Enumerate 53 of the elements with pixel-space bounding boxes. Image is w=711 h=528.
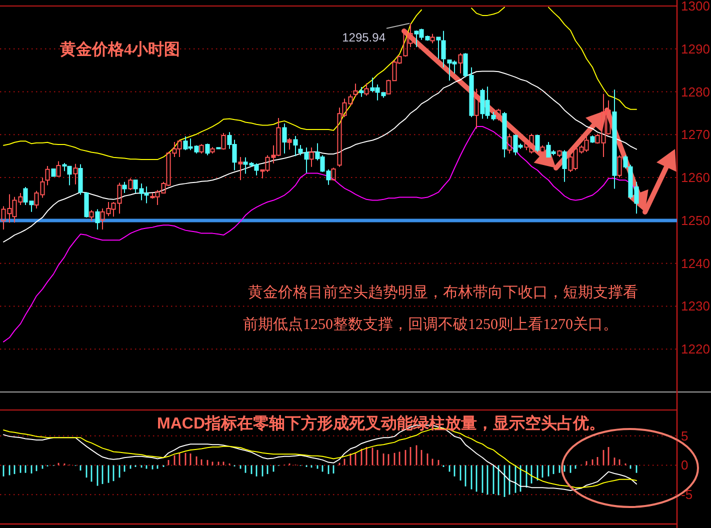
y-tick-label: 1230: [681, 298, 710, 314]
y-tick-label: 0: [681, 458, 688, 473]
candlestick: [331, 167, 336, 182]
candlestick: [73, 163, 78, 185]
candlestick: [535, 134, 540, 152]
candlestick: [353, 83, 358, 98]
line-series: [3, 70, 637, 242]
y-tick-label: 1220: [681, 342, 710, 357]
candlestick: [364, 82, 369, 96]
candlestick: [502, 111, 507, 158]
candlestick: [199, 144, 204, 154]
annotation: 前期低点1250整数支撑，回调不破1250则上看1270关口。: [243, 316, 618, 333]
candlestick: [507, 133, 512, 154]
y-tick-label: 1260: [681, 170, 710, 186]
candlestick: [617, 154, 622, 178]
y-tick-label: 1280: [681, 84, 710, 100]
candlestick: [287, 138, 292, 150]
candlestick: [205, 143, 210, 156]
candlestick: [221, 132, 226, 150]
annotation: 黄金价格目前空头趋势明显，布林带向下收口，短期支撑看: [248, 284, 638, 301]
candlestick: [496, 108, 501, 122]
candlestick: [430, 33, 435, 44]
candlestick: [590, 135, 595, 144]
candlestick: [557, 150, 562, 158]
candlestick: [56, 160, 61, 178]
text: 黄金价格4小时图: [59, 40, 180, 58]
annotation: 1295.94: [342, 30, 386, 44]
candlestick: [122, 181, 127, 194]
candlestick: [309, 147, 314, 168]
y-tick-label: 1270: [681, 127, 710, 142]
y-tick-label: 1290: [681, 41, 710, 56]
candlestick: [238, 156, 243, 181]
candlestick: [540, 144, 545, 154]
y-tick-label: -5: [681, 487, 693, 502]
candlestick: [293, 135, 298, 157]
y-tick-label: 1250: [681, 212, 710, 228]
candlestick: [210, 146, 215, 154]
candlestick: [84, 192, 89, 218]
candlestick: [51, 168, 56, 178]
y-tick-label: 5: [681, 428, 688, 444]
candlestick: [78, 164, 83, 196]
candlestick: [128, 178, 133, 190]
candlestick: [359, 86, 364, 98]
y-tick-label: 1240: [681, 256, 710, 271]
candlestick: [562, 150, 567, 182]
candlestick: [474, 88, 479, 130]
candlestick: [282, 123, 287, 154]
y-tick-label: 1300: [681, 0, 710, 14]
candlestick: [612, 89, 617, 190]
candlestick: [458, 52, 463, 74]
candlestick: [45, 165, 50, 186]
candlestick: [95, 208, 100, 230]
candlestick: [89, 210, 94, 222]
